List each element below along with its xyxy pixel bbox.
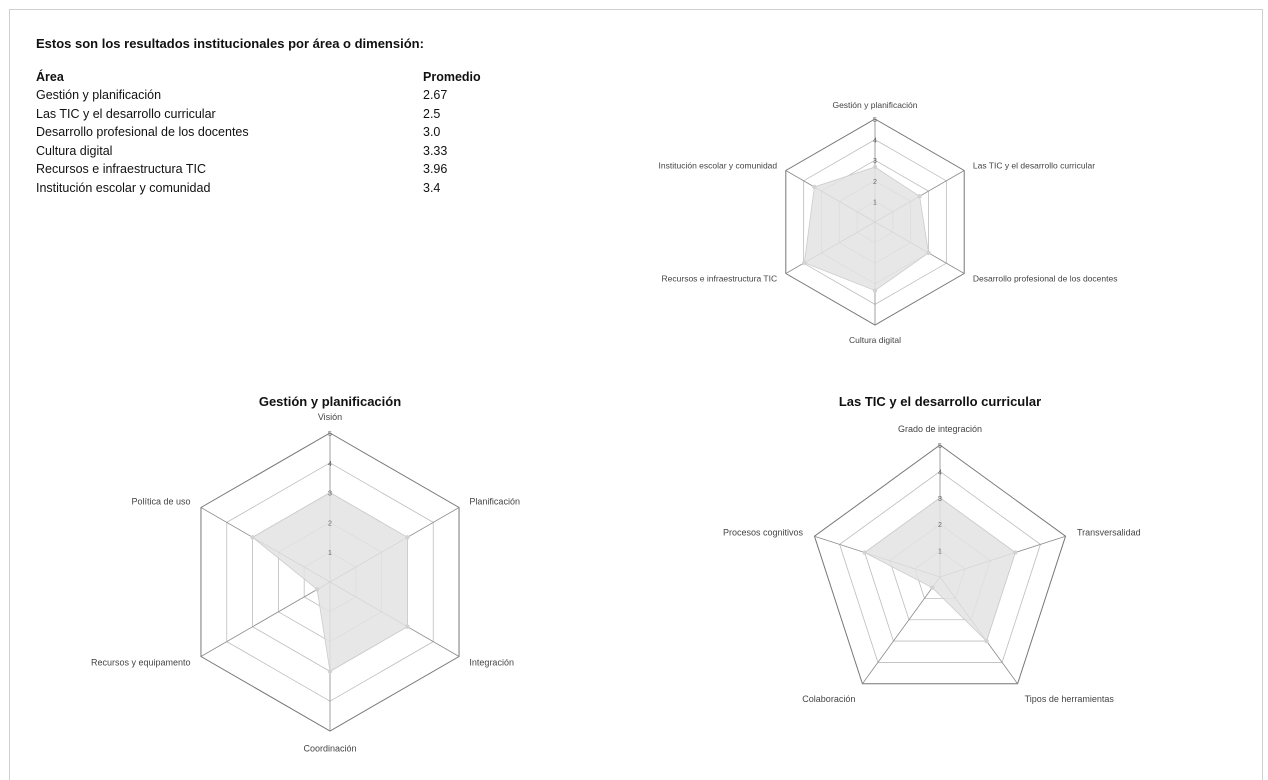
institutional-radar-chart: 1 2 3 4 5 Gestión y planificación Las TIC y el… — [659, 100, 1118, 345]
grid-ring — [813, 444, 1067, 685]
table-row: Cultura digital 3.33 — [36, 142, 481, 161]
tick-label: 3 — [938, 496, 942, 503]
area-cell: Las TIC y el desarrollo curricular — [36, 106, 216, 121]
axis-label: Procesos cognitivos — [723, 528, 804, 538]
data-point — [250, 535, 255, 540]
data-point — [327, 669, 333, 674]
axis-spoke — [862, 576, 941, 685]
data-point — [327, 490, 333, 495]
axis-label: Cultura digital — [849, 335, 901, 345]
average-cell: 3.0 — [423, 125, 441, 140]
tick-label: 2 — [873, 179, 877, 186]
table-header-row: Área Promedio — [36, 67, 481, 86]
area-cell: Recursos e infraestructura TIC — [36, 162, 206, 177]
axis-label: Grado de integración — [898, 424, 982, 434]
data-point — [917, 194, 922, 199]
area-cell: Institución escolar y comunidad — [36, 180, 211, 195]
data-point — [405, 624, 410, 629]
axis-label: Institución escolar y comunidad — [659, 160, 778, 170]
area-cell: Desarrollo profesional de los docentes — [36, 125, 249, 140]
chart-title-gestion: Gestión y planificación — [258, 394, 402, 409]
data-point — [926, 250, 931, 256]
axis-label: Coordinación — [303, 744, 356, 754]
data-area — [803, 166, 929, 292]
axis-spoke — [200, 581, 331, 657]
results-heading: Estos son los resultados institucionales… — [36, 36, 424, 51]
axis-label: Recursos y equipamento — [91, 658, 191, 668]
tick-label: 1 — [328, 550, 332, 557]
table-row: Gestión y planificación 2.67 — [36, 86, 481, 105]
axis-label: Transversalidad — [1077, 528, 1141, 538]
axis-label: Gestión y planificación — [832, 100, 917, 110]
axis-label: Visión — [318, 412, 342, 422]
tick-label: 1 — [938, 549, 942, 556]
axis-label: Las TIC y el desarrollo curricular — [973, 160, 1095, 170]
tick-label: 4 — [873, 138, 877, 145]
tick-label: 3 — [873, 158, 877, 165]
axis-label: Integración — [469, 658, 514, 668]
data-point — [862, 550, 867, 555]
table-row: Institución escolar y comunidad 3.4 — [36, 179, 481, 198]
average-cell: 3.33 — [423, 143, 448, 158]
chart-title-tic: Las TIC y el desarrollo curricular — [838, 394, 1042, 409]
tick-label: 4 — [328, 461, 332, 468]
tick-label: 2 — [938, 522, 942, 529]
gestion-radar-chart: 1 2 3 4 5 Visión Planificación Integración Coord… — [91, 412, 520, 754]
data-point — [1013, 550, 1018, 555]
axis-label: Planificación — [469, 497, 520, 507]
data-point — [314, 587, 320, 592]
table-row: Desarrollo profesional de los docentes 3… — [36, 123, 481, 142]
column-header-average: Promedio — [423, 69, 481, 84]
area-cell: Gestión y planificación — [36, 88, 162, 103]
axis-label: Colaboración — [802, 694, 855, 704]
tic-radar-chart: 1 2 3 4 5 Grado de integración Transversalidad… — [723, 424, 1141, 704]
axis-label: Recursos e infraestructura TIC — [662, 273, 778, 283]
axis-label: Desarrollo profesional de los docentes — [973, 273, 1118, 283]
axis-label: Tipos de herramientas — [1025, 694, 1115, 704]
column-header-area: Área — [36, 69, 64, 84]
report-frame — [9, 9, 1263, 780]
average-cell: 3.96 — [423, 162, 448, 177]
grid-ring — [839, 470, 1041, 663]
results-table: Área Promedio Gestión y planificación 2.… — [36, 67, 481, 197]
tick-label: 4 — [938, 469, 942, 476]
tick-label: 5 — [938, 443, 942, 450]
data-point — [872, 164, 878, 170]
tick-label: 3 — [328, 491, 332, 498]
area-cell: Cultura digital — [36, 143, 113, 158]
average-cell: 3.4 — [423, 180, 441, 195]
data-point — [802, 260, 807, 265]
data-area — [863, 497, 1016, 642]
data-point — [937, 495, 943, 500]
axis-label: Política de uso — [132, 497, 191, 507]
table-row: Recursos e infraestructura TIC 3.96 — [36, 160, 481, 179]
tick-label: 2 — [328, 520, 332, 527]
tick-label: 5 — [328, 431, 332, 438]
data-point — [984, 638, 989, 644]
data-point — [930, 585, 935, 590]
data-point — [812, 184, 817, 190]
tick-label: 5 — [873, 117, 877, 124]
data-point — [872, 288, 878, 293]
tick-label: 1 — [873, 199, 877, 206]
table-row: Las TIC y el desarrollo curricular 2.5 — [36, 105, 481, 124]
average-cell: 2.5 — [423, 106, 441, 121]
data-point — [405, 535, 410, 540]
average-cell: 2.67 — [423, 88, 448, 103]
